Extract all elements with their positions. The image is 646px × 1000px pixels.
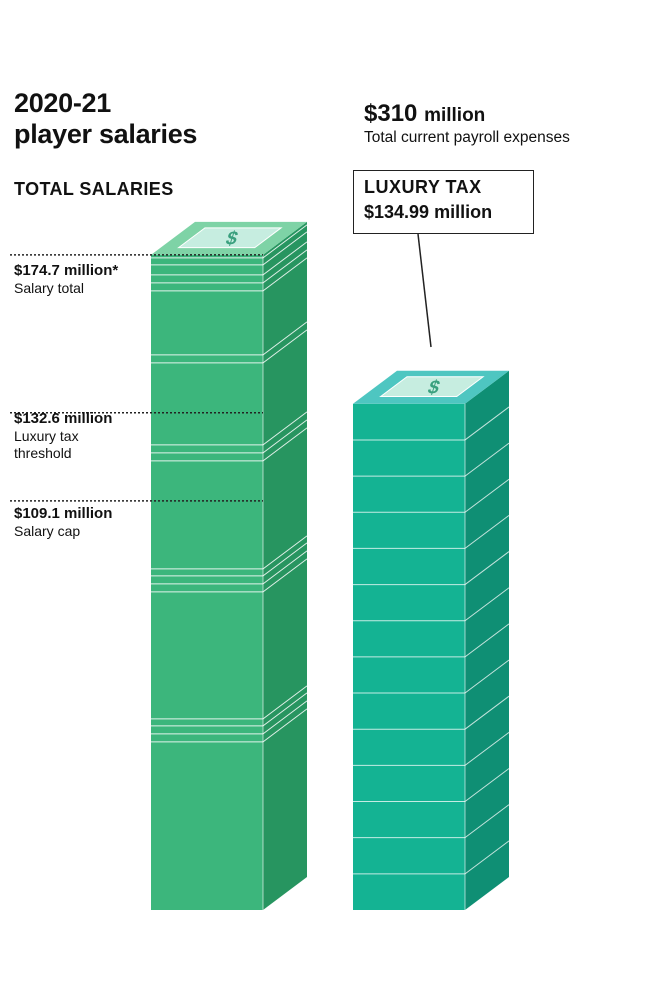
title-line-2: player salaries <box>14 119 198 149</box>
chart-title: 2020-21 player salaries <box>14 88 197 150</box>
marker-label-salary-cap: $109.1 million Salary cap <box>14 505 112 540</box>
marker-desc: Luxury tax <box>14 428 79 444</box>
marker-value: $174.7 million* <box>14 262 119 279</box>
payroll-description: Total current payroll expenses <box>364 129 570 146</box>
marker-desc: Salary total <box>14 280 85 296</box>
bar-side-face <box>263 221 307 910</box>
callout-pointer <box>417 233 432 348</box>
marker-label-luxury-threshold: $132.6 million Luxury tax threshold <box>14 410 112 462</box>
payroll-total: $310 million <box>364 100 485 128</box>
payroll-unit: million <box>424 105 486 126</box>
luxury-tax-callout: LUXURY TAX $134.99 million <box>353 170 534 234</box>
marker-desc: threshold <box>14 445 72 461</box>
dollar-bill-icon <box>379 376 485 398</box>
section-label: TOTAL SALARIES <box>14 179 174 199</box>
marker-value: $109.1 million <box>14 505 113 522</box>
callout-value: $134.99 million <box>364 202 493 222</box>
dollar-bill-icon <box>177 227 283 249</box>
bar-luxury-tax: $ <box>353 370 510 911</box>
callout-title: LUXURY TAX <box>364 177 482 197</box>
marker-value: $132.6 million <box>14 410 113 427</box>
marker-label-salary-total: $174.7 million* Salary total <box>14 262 118 297</box>
bar-front-face <box>151 254 263 910</box>
title-line-1: 2020-21 <box>14 88 111 118</box>
payroll-amount: $310 <box>364 100 418 127</box>
marker-desc: Salary cap <box>14 523 81 539</box>
bar-total-salaries: $ <box>151 221 308 910</box>
